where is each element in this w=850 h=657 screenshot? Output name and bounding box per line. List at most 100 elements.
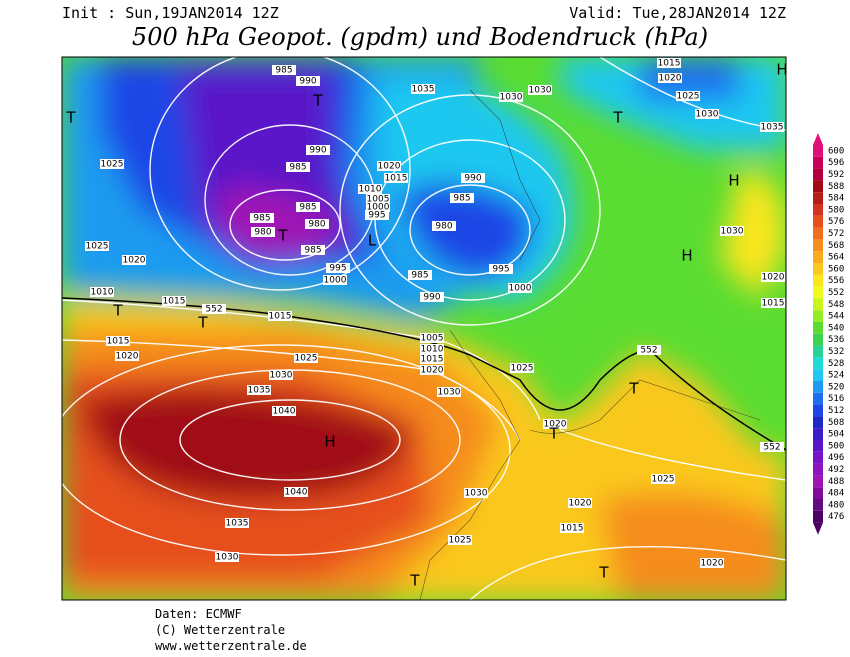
isobar-label-bg xyxy=(760,122,784,132)
colorbar-label: 592 xyxy=(828,170,844,180)
pressure-center: H xyxy=(728,172,739,190)
isobar-label: 1015 xyxy=(107,337,130,347)
colorbar-label: 600 xyxy=(828,146,844,156)
colorbar-label: 500 xyxy=(828,441,844,451)
isobar-label: 1010 xyxy=(421,345,444,355)
isobar-label-bg xyxy=(106,336,130,346)
isobar-label-bg xyxy=(720,226,744,236)
pressure-center: H xyxy=(776,61,787,79)
isobar-label-bg xyxy=(432,221,456,231)
colorbar-label: 476 xyxy=(828,512,844,522)
isobar-label-bg xyxy=(437,387,461,397)
isobar-label-bg xyxy=(510,363,534,373)
isobar-label: 1015 xyxy=(269,312,292,322)
isobar-label-bg xyxy=(761,272,785,282)
isobar-label: 1035 xyxy=(226,519,249,529)
isobar-label-bg xyxy=(450,193,474,203)
isobar-label: 1035 xyxy=(761,123,784,133)
isobar-label: 1025 xyxy=(295,354,318,364)
isobar-label-bg xyxy=(225,518,249,528)
isobar-label: 1020 xyxy=(701,559,724,569)
isobar-label-bg xyxy=(420,344,444,354)
colorbar-cell xyxy=(813,286,823,299)
isobar-label: 995 xyxy=(329,264,346,274)
isobar-label-bg xyxy=(651,474,675,484)
pressure-center: H xyxy=(681,247,692,265)
colorbar-cell xyxy=(813,227,823,240)
colorbar-cell xyxy=(813,475,823,488)
colorbar-label: 496 xyxy=(828,453,844,463)
isobar-label-bg xyxy=(272,65,296,75)
colorbar-label: 544 xyxy=(828,312,844,322)
isobar-label-bg xyxy=(508,283,532,293)
isobar-label: 985 xyxy=(411,271,428,281)
colorbar-label: 520 xyxy=(828,382,844,392)
isobar-label-bg xyxy=(268,311,292,321)
isobar-label-bg xyxy=(420,333,444,343)
colorbar-cell xyxy=(813,451,823,464)
isobar-label-bg xyxy=(528,85,552,95)
colorbar-cell xyxy=(813,310,823,322)
colorbar-cell xyxy=(813,274,823,287)
isobar-label: 1035 xyxy=(248,386,271,396)
isobar-label-bg xyxy=(695,109,719,119)
colorbar-label: 484 xyxy=(828,489,844,499)
isobar-label-bg xyxy=(251,227,275,237)
isobar-label: 1015 xyxy=(163,297,186,307)
isobar-label-bg xyxy=(448,535,472,545)
isobar-label-bg xyxy=(115,351,139,361)
init-time: Init : Sun,19JAN2014 12Z xyxy=(62,4,279,22)
colorbar-cell xyxy=(813,392,823,405)
colorbar-label: 540 xyxy=(828,323,844,333)
isobar-label: 552 xyxy=(763,443,780,453)
colorbar-cell xyxy=(813,463,823,476)
colorbar-label: 548 xyxy=(828,300,844,310)
colorbar-label: 480 xyxy=(828,500,844,510)
colorbar-label: 536 xyxy=(828,335,844,345)
isobar-label-bg xyxy=(202,304,226,314)
isobar-label-bg xyxy=(162,296,186,306)
pressure-center: T xyxy=(409,572,420,590)
colorbar-label: 584 xyxy=(828,194,844,204)
isobar-label: 980 xyxy=(435,222,452,232)
pressure-center: T xyxy=(548,425,559,443)
isobar-label: 1015 xyxy=(762,299,785,309)
map-title: 500 hPa Geopot. (gpdm) und Bodendruck (h… xyxy=(132,23,708,51)
isobar-label: 1020 xyxy=(378,162,401,172)
isobar-label-bg xyxy=(420,292,444,302)
colorbar-bottom-arrow xyxy=(813,522,823,535)
isobar-label: 1020 xyxy=(544,420,567,430)
colorbar-cell xyxy=(813,510,823,523)
valid-time: Valid: Tue,28JAN2014 12Z xyxy=(569,4,786,22)
colorbar-cell xyxy=(813,251,823,263)
isobar-label-bg xyxy=(568,498,592,508)
colorbar-label: 552 xyxy=(828,288,844,298)
colorbar-cell xyxy=(813,322,823,334)
isobar-label: 1030 xyxy=(500,93,523,103)
isobar-label: 990 xyxy=(423,293,440,303)
isobar-label-bg xyxy=(85,241,109,251)
colorbar-cell xyxy=(813,298,823,311)
isobar-label-bg xyxy=(377,161,401,171)
isobar-label: 1025 xyxy=(101,160,124,170)
isobar-label-bg xyxy=(90,287,114,297)
colorbar-label: 560 xyxy=(828,264,844,274)
colorbar-cell xyxy=(813,145,823,157)
isobar-label: 1005 xyxy=(421,334,444,344)
isobar-label-bg xyxy=(543,419,567,429)
isobar-label: 1015 xyxy=(385,174,408,184)
colorbar-label: 568 xyxy=(828,241,844,251)
isobar-label-bg xyxy=(637,345,661,355)
isobar-label: 552 xyxy=(205,305,222,315)
isobar-label-bg xyxy=(323,275,347,285)
colorbar-cell xyxy=(813,180,823,193)
pressure-center: T xyxy=(277,227,288,245)
isobar-label-bg xyxy=(247,385,271,395)
colorbar-cell xyxy=(813,416,823,429)
colorbar-cell xyxy=(813,263,823,275)
isobar-label: 1025 xyxy=(449,536,472,546)
isobar-label-bg xyxy=(420,354,444,364)
isobar-label: 1010 xyxy=(359,185,382,195)
colorbar-label: 556 xyxy=(828,276,844,286)
colorbar-label: 504 xyxy=(828,430,844,440)
